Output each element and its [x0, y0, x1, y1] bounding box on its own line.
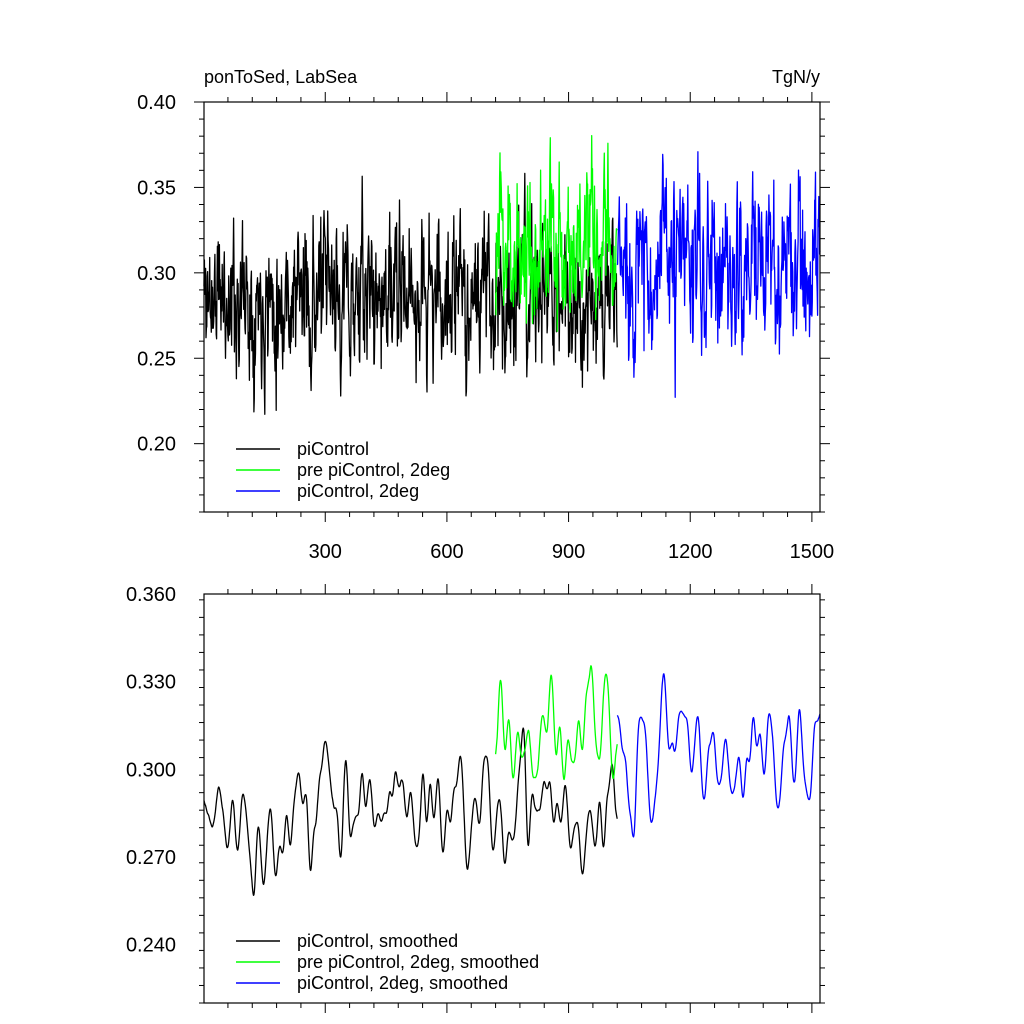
y-tick-label: 0.20: [137, 434, 176, 456]
x-tick-label: 900: [552, 541, 585, 563]
y-tick-label: 0.300: [126, 759, 176, 781]
series-line-1: [494, 665, 618, 781]
legend-label-0: piControl, smoothed: [297, 931, 458, 951]
series-line-2: [616, 151, 821, 398]
y-tick-label: 0.40: [137, 92, 176, 114]
legend-label-2: piControl, 2deg: [297, 481, 419, 501]
x-tick-label: 1500: [790, 541, 835, 563]
y-tick-label: 0.270: [126, 847, 176, 869]
axis-layer: 0.240 0.270 0.300 0.330 0.360: [126, 584, 825, 1013]
y-tick-label: 0.30: [137, 263, 176, 285]
legend-label-0: piControl: [297, 439, 369, 459]
y-tick-label: 0.35: [137, 177, 176, 199]
series-line-0: [203, 727, 618, 896]
top-panel: ponToSed, LabSea TgN/y 300 600 900 1200 1500…: [137, 67, 834, 563]
bottom-panel: 0.240 0.270 0.300 0.330 0.360 piControl, smo…: [126, 584, 825, 1013]
legend-label-1: pre piControl, 2deg: [297, 460, 450, 480]
panel-title: ponToSed, LabSea: [204, 67, 358, 87]
series-line-1: [494, 134, 618, 333]
y-tick-label: 0.25: [137, 348, 176, 370]
y-tick-label: 0.360: [126, 584, 176, 606]
series-layer: [203, 665, 821, 896]
legend-label-2: piControl, 2deg, smoothed: [297, 973, 508, 993]
y-tick-label: 0.330: [126, 672, 176, 694]
x-tick-label: 300: [309, 541, 342, 563]
series-layer: [203, 134, 821, 415]
panel-units: TgN/y: [772, 67, 820, 87]
legend-label-1: pre piControl, 2deg, smoothed: [297, 952, 539, 972]
plot-frame: [203, 593, 821, 1004]
x-tick-label: 1200: [668, 541, 713, 563]
axis-layer: 300 600 900 1200 1500 0.20 0.25 0.30 0.35 0.40: [137, 92, 834, 563]
series-line-0: [203, 172, 618, 415]
series-line-2: [616, 673, 821, 838]
x-tick-label: 600: [430, 541, 463, 563]
y-tick-label: 0.240: [126, 935, 176, 957]
